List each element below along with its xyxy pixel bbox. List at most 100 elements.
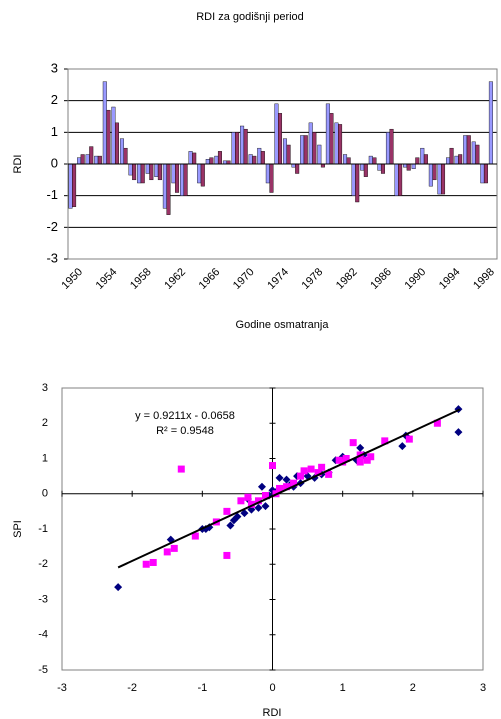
point — [142, 560, 150, 568]
y-tick-label: -2 — [38, 558, 48, 570]
x-tick-label: 1998 — [471, 266, 497, 292]
point — [254, 497, 262, 505]
bar — [231, 132, 236, 165]
bar — [282, 138, 287, 165]
y-axis-title: RDI — [12, 155, 24, 174]
bar — [175, 163, 180, 193]
bar — [240, 125, 245, 165]
bar — [209, 157, 214, 165]
x-tick-label: 0 — [269, 682, 275, 694]
bar — [149, 163, 154, 181]
bar — [248, 154, 253, 165]
bar — [360, 163, 365, 171]
bar — [415, 157, 420, 165]
y-tick-label: 1 — [51, 124, 58, 139]
y-tick-label: 2 — [51, 92, 58, 107]
bar — [343, 154, 348, 165]
bar — [466, 135, 471, 165]
bar — [257, 147, 262, 165]
point — [244, 493, 252, 501]
point — [177, 465, 185, 473]
x-tick-label: 1974 — [265, 266, 291, 292]
bar — [162, 163, 167, 209]
bar — [94, 155, 99, 165]
bar — [463, 135, 468, 165]
point — [261, 502, 270, 511]
bar — [243, 128, 248, 165]
bar — [385, 132, 390, 165]
point — [191, 532, 199, 540]
bar — [437, 163, 442, 195]
bar — [166, 163, 171, 215]
point — [398, 442, 407, 451]
bar — [192, 152, 197, 165]
x-tick-label: 3 — [480, 682, 486, 694]
bar — [303, 135, 308, 165]
y-tick-label: -3 — [38, 593, 48, 605]
bar — [274, 103, 279, 165]
bar — [260, 151, 265, 165]
y-axis-title: SPI — [12, 520, 24, 538]
x-tick-label: 1950 — [59, 266, 85, 292]
bar — [89, 146, 94, 165]
y-tick-label: 0 — [42, 488, 48, 500]
bar — [145, 163, 150, 174]
bar — [235, 132, 240, 165]
point — [282, 475, 291, 484]
bar — [217, 151, 222, 165]
bar — [380, 163, 385, 174]
bar — [171, 163, 176, 184]
bar — [197, 163, 202, 184]
y-tick-label: -1 — [46, 187, 58, 202]
point — [233, 512, 242, 521]
point — [297, 472, 305, 480]
point — [223, 507, 231, 515]
y-tick-label: -1 — [38, 523, 48, 535]
bar — [449, 147, 454, 165]
bar — [423, 154, 428, 165]
bar — [346, 157, 351, 165]
point — [237, 497, 245, 505]
x-tick-label: 1994 — [437, 266, 463, 292]
y-tick-label: 1 — [42, 452, 48, 464]
x-tick-label: 1954 — [94, 266, 120, 292]
point — [381, 437, 389, 445]
bar — [72, 163, 77, 207]
bar — [446, 157, 451, 165]
x-tick-label: 1986 — [368, 266, 394, 292]
bar — [140, 163, 145, 184]
bar — [205, 159, 210, 165]
bar — [286, 144, 291, 165]
bar — [265, 163, 270, 184]
point — [261, 492, 269, 500]
point — [170, 544, 178, 552]
bar — [214, 155, 219, 165]
point — [307, 465, 315, 473]
point — [300, 467, 308, 475]
point — [276, 484, 284, 492]
point — [114, 583, 123, 592]
bar — [317, 144, 322, 165]
bar — [269, 163, 274, 193]
point — [342, 455, 350, 462]
y-tick-label: 0 — [51, 155, 58, 170]
x-tick-label: -1 — [197, 682, 207, 694]
bar — [106, 109, 111, 165]
y-tick-label: -3 — [46, 250, 58, 265]
point — [290, 479, 298, 487]
bar — [308, 122, 313, 165]
bar — [368, 155, 373, 165]
x-tick-label: 1 — [340, 682, 346, 694]
point — [339, 458, 347, 466]
x-tick-label: 1966 — [197, 266, 223, 292]
bar — [475, 144, 480, 165]
bar — [428, 163, 433, 187]
bar — [80, 154, 85, 165]
point — [433, 419, 441, 427]
bar — [312, 132, 317, 165]
point — [223, 551, 231, 559]
y-tick-label: -2 — [46, 219, 58, 234]
x-tick-label: -3 — [57, 682, 67, 694]
point — [275, 473, 284, 482]
